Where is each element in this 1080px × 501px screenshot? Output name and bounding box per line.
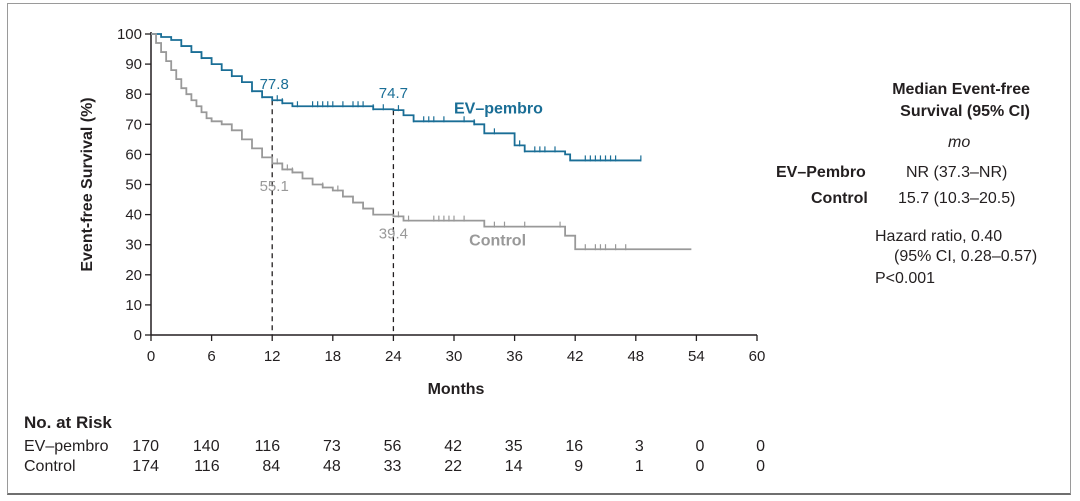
x-tick-label: 36 xyxy=(506,348,523,365)
risk-value: 0 xyxy=(756,438,765,455)
x-axis-title: Months xyxy=(428,381,485,398)
y-tick-label: 0 xyxy=(134,327,142,344)
x-tick-label: 12 xyxy=(264,348,281,365)
chart-labels: 77.8 74.7 55.1 39.4 EV–pembro Control xyxy=(260,76,544,250)
km-chart: 0 10 20 30 40 50 60 70 80 90 100 0 6 12 18 24 30 36 42 48 54… xyxy=(79,26,765,398)
x-tick-label: 0 xyxy=(147,348,155,365)
y-tick-label: 80 xyxy=(125,86,142,103)
hazard-ratio: Hazard ratio, 0.40 xyxy=(875,228,1003,245)
risk-value: 16 xyxy=(565,438,584,455)
risk-value: 9 xyxy=(574,458,584,475)
legend-title-1: Median Event-free xyxy=(892,81,1030,98)
y-tick-label: 10 xyxy=(125,297,142,314)
legend-group-control: Control xyxy=(811,190,868,207)
risk-value: 3 xyxy=(634,438,644,455)
x-tick-label: 18 xyxy=(324,348,341,365)
y-tick-label: 90 xyxy=(125,56,142,73)
risk-value: 22 xyxy=(444,458,462,475)
annotation-77.8: 77.8 xyxy=(260,76,289,93)
survival-curves xyxy=(151,33,692,251)
curve-control xyxy=(151,33,692,251)
x-tick-label: 42 xyxy=(567,348,584,365)
risk-value: 14 xyxy=(504,458,523,475)
x-tick-label: 54 xyxy=(688,348,705,365)
y-tick-label: 40 xyxy=(125,207,142,224)
y-tick-label: 50 xyxy=(125,177,142,194)
x-tick-label: 24 xyxy=(385,348,402,365)
risk-value: 116 xyxy=(254,438,281,455)
risk-value: 140 xyxy=(192,438,220,455)
series-label-ev-pembro: EV–pembro xyxy=(454,100,543,117)
p-value: P<0.001 xyxy=(875,270,936,287)
reference-lines xyxy=(271,100,395,335)
risk-value: 116 xyxy=(194,458,220,475)
legend-title-2: Survival (95% CI) xyxy=(900,103,1030,120)
x-tick-label: 48 xyxy=(627,348,644,365)
chart-axes: 0 10 20 30 40 50 60 70 80 90 100 0 6 12 18 24 30 36 42 48 54… xyxy=(79,26,765,398)
risk-value: 73 xyxy=(323,438,341,455)
hazard-ratio-ci: (95% CI, 0.28–0.57) xyxy=(894,248,1038,265)
legend-unit: mo xyxy=(948,134,971,151)
risk-value: 35 xyxy=(504,438,523,455)
y-tick-label: 60 xyxy=(125,146,142,163)
annotation-55.1: 55.1 xyxy=(260,178,289,195)
y-tick-label: 30 xyxy=(125,237,142,254)
y-tick-label: 20 xyxy=(125,267,142,284)
risk-value: 170 xyxy=(132,438,159,455)
series-label-control: Control xyxy=(469,233,526,250)
risk-value: 0 xyxy=(695,458,705,475)
legend-group-ev: EV–Pembro xyxy=(776,164,866,181)
y-tick-label: 70 xyxy=(125,116,142,133)
risk-value: 56 xyxy=(383,438,402,455)
risk-value: 0 xyxy=(695,438,705,455)
risk-value: 174 xyxy=(132,458,159,475)
risk-value: 84 xyxy=(262,458,281,475)
legend-value-ev: NR (37.3–NR) xyxy=(906,164,1008,181)
y-axis-title: Event-free Survival (%) xyxy=(79,97,96,271)
risk-label-control: Control xyxy=(24,458,76,475)
risk-label-ev: EV–pembro xyxy=(24,438,109,455)
y-tick-label: 100 xyxy=(117,26,142,43)
risk-value: 33 xyxy=(383,458,402,475)
legend-value-control: 15.7 (10.3–20.5) xyxy=(898,190,1016,207)
x-tick-label: 60 xyxy=(749,348,766,365)
annotation-74.7: 74.7 xyxy=(379,85,408,102)
risk-value: 48 xyxy=(323,458,341,475)
x-tick-label: 6 xyxy=(207,348,215,365)
risk-value: 42 xyxy=(444,438,462,455)
figure-frame xyxy=(7,3,1071,495)
risk-value: 1 xyxy=(634,458,644,475)
risk-value: 0 xyxy=(756,458,765,475)
x-tick-label: 30 xyxy=(446,348,463,365)
annotation-39.4: 39.4 xyxy=(379,225,408,242)
median-legend: Median Event-free Survival (95% CI) mo E… xyxy=(770,80,1060,300)
risk-table-heading: No. at Risk xyxy=(24,413,112,432)
